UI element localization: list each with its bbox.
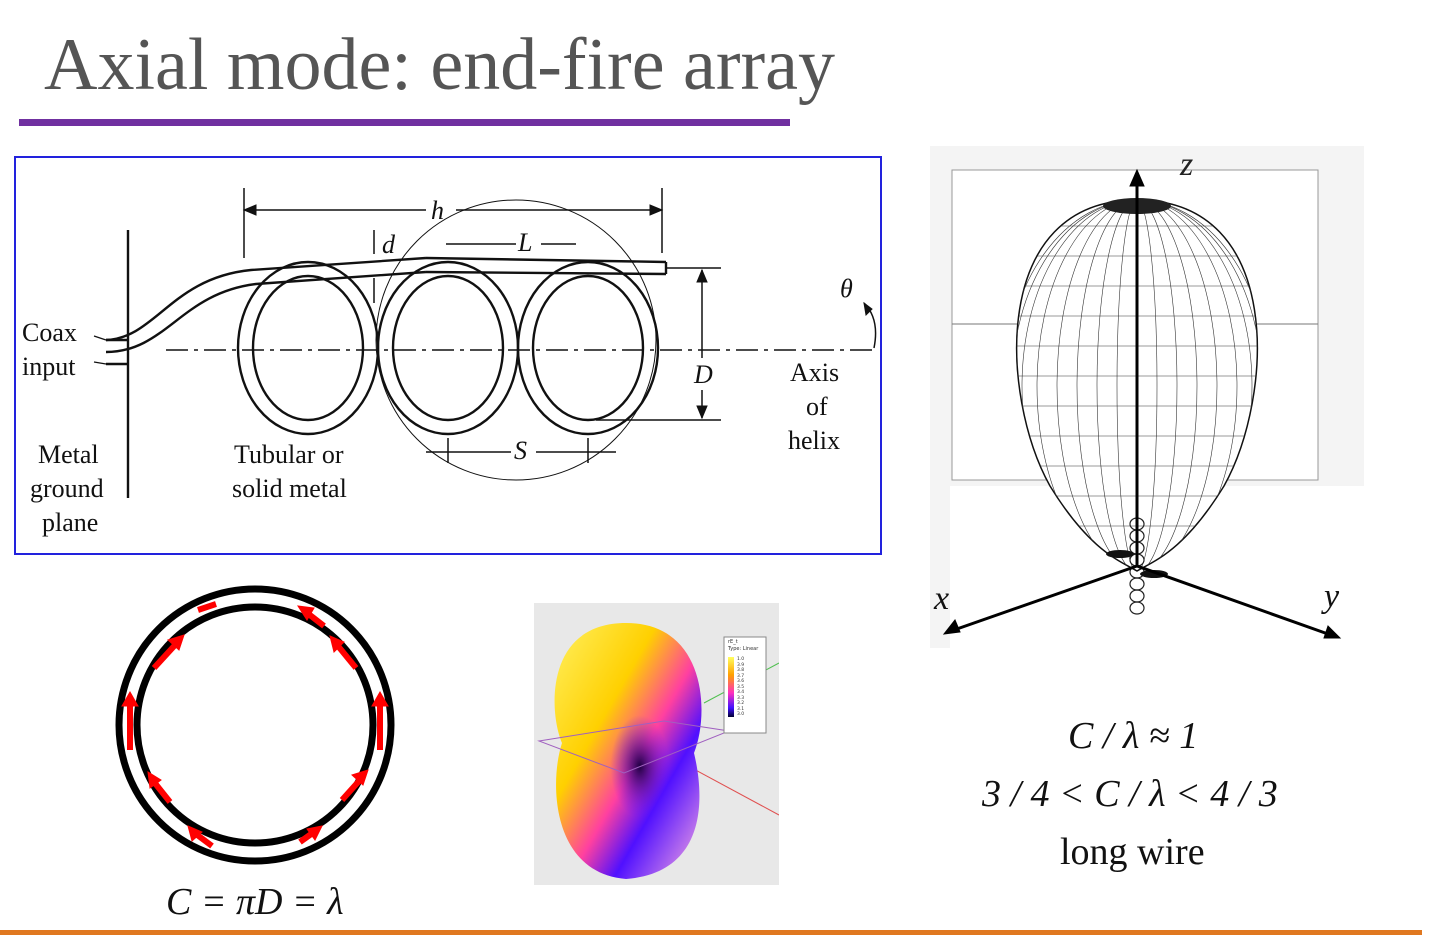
legend-value: 3.7 xyxy=(737,673,745,679)
legend-value: 3.0 xyxy=(737,712,745,717)
coax-wire-bottom xyxy=(105,270,427,354)
helix-drawing xyxy=(93,188,877,498)
ring-formula: C = πD = λ xyxy=(166,881,344,923)
label-axis-3: helix xyxy=(788,426,840,455)
helix-turn-1-inner xyxy=(251,274,365,422)
label-tubular-2: solid metal xyxy=(232,474,347,503)
helix-diagram: h d L θ D S Coax input Metal ground plan… xyxy=(14,156,882,555)
label-tubular-1: Tubular or xyxy=(234,440,344,469)
label-coax-1: Coax xyxy=(22,318,77,347)
label-D: D xyxy=(694,360,713,389)
label-metal-1: Metal xyxy=(38,440,99,469)
label-metal-2: ground xyxy=(30,474,104,503)
legend-value: 3.4 xyxy=(737,690,745,695)
label-axis-1: Axis xyxy=(790,358,840,387)
legend-type: Type: Linear xyxy=(728,646,759,652)
label-axis-2: of xyxy=(806,392,828,421)
axis-label-z: z xyxy=(1180,146,1194,183)
legend-title: rE_t xyxy=(728,639,738,645)
legend-value: 3.9 xyxy=(737,662,745,668)
helix-turn-2-inner xyxy=(391,274,505,422)
label-metal-3: plane xyxy=(42,508,99,537)
axis-label-x: x xyxy=(934,580,950,617)
condition-long-wire: long wire xyxy=(1060,831,1205,873)
slide-title: Axial mode: end-fire array xyxy=(44,24,836,106)
condition-range: 3 / 4 < C / λ < 4 / 3 xyxy=(982,773,1278,815)
legend-value: 3.6 xyxy=(737,679,745,684)
x-axis xyxy=(953,564,1138,632)
label-coax-2: input xyxy=(22,352,76,381)
legend-value: 3.5 xyxy=(737,684,745,690)
radiation-pattern-drawing xyxy=(942,168,1364,648)
helix-turn-3-outer xyxy=(516,260,660,436)
simulated-pattern-drawing xyxy=(537,623,779,879)
helix-turn-1-outer xyxy=(236,260,380,436)
legend-value: 3.3 xyxy=(737,695,745,701)
title-underline xyxy=(19,119,790,126)
legend-value: 3.8 xyxy=(737,668,745,673)
axis-label-y: y xyxy=(1324,578,1340,615)
ring-inner xyxy=(133,603,377,847)
radiation-pattern: z x y xyxy=(930,146,1364,648)
footer-rule xyxy=(0,930,1422,935)
helix-turn-3-inner xyxy=(531,274,645,422)
ring-outer xyxy=(115,585,395,865)
legend-values: 1.0 3.9 3.8 3.7 3.6 3.5 3.4 3.3 3.2 3.1 3.0 xyxy=(737,657,744,718)
helix-turn-2-outer xyxy=(376,260,520,436)
label-d: d xyxy=(382,230,395,259)
label-L: L xyxy=(518,228,533,257)
condition-approx: C / λ ≈ 1 xyxy=(1068,715,1199,757)
current-ring-diagram xyxy=(110,580,400,870)
legend-colorbar xyxy=(728,657,734,717)
label-h: h xyxy=(431,196,444,225)
current-ring-drawing xyxy=(115,585,395,865)
coax-wire-top xyxy=(105,256,427,342)
label-S: S xyxy=(514,436,527,465)
envelope-circle xyxy=(375,199,657,481)
label-theta: θ xyxy=(840,274,853,303)
y-axis xyxy=(1136,564,1329,636)
legend-value: 3.2 xyxy=(737,701,745,706)
legend-value: 1.0 xyxy=(737,657,745,662)
current-arrows xyxy=(121,601,389,849)
legend-value: 3.1 xyxy=(737,706,745,712)
simulated-pattern: rE_t Type: Linear 1.0 3.9 3.8 3.7 3.6 3.5 3.4 3… xyxy=(534,603,779,885)
